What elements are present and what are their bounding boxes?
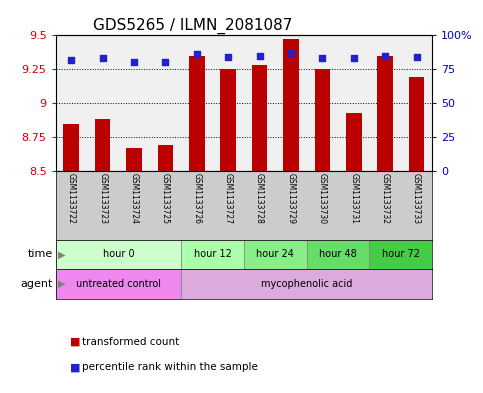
Text: time: time [28,250,53,259]
Text: hour 24: hour 24 [256,250,294,259]
Point [319,55,327,62]
Point [350,55,357,62]
Text: GSM1133723: GSM1133723 [98,173,107,224]
Text: ▶: ▶ [58,279,66,289]
Point [256,53,264,59]
Text: untreated control: untreated control [76,279,161,289]
Bar [189,56,205,171]
Text: GSM1133730: GSM1133730 [318,173,327,224]
Text: ▶: ▶ [58,250,66,259]
Text: hour 12: hour 12 [194,250,231,259]
Bar [181,269,432,299]
Text: GSM1133732: GSM1133732 [381,173,390,224]
Text: percentile rank within the sample: percentile rank within the sample [82,362,258,373]
Text: GSM1133724: GSM1133724 [129,173,139,224]
Bar [63,123,79,171]
Text: GSM1133725: GSM1133725 [161,173,170,224]
Point [224,54,232,60]
Bar [56,240,181,269]
Text: transformed count: transformed count [82,337,179,347]
Text: ■: ■ [70,362,81,373]
Bar [307,240,369,269]
Point [382,53,389,59]
Text: GSM1133731: GSM1133731 [349,173,358,224]
Bar [126,148,142,171]
Bar [95,119,111,171]
Bar [377,56,393,171]
Text: GSM1133728: GSM1133728 [255,173,264,224]
Text: hour 48: hour 48 [319,250,357,259]
Bar [220,69,236,171]
Text: ■: ■ [70,337,81,347]
Text: agent: agent [21,279,53,289]
Bar [369,240,432,269]
Point [161,59,170,66]
Bar [409,77,425,171]
Bar [252,65,268,171]
Bar [181,240,244,269]
Text: GSM1133722: GSM1133722 [67,173,76,224]
Text: mycophenolic acid: mycophenolic acid [261,279,353,289]
Text: GSM1133733: GSM1133733 [412,173,421,224]
Point [412,54,420,60]
Point [68,57,75,63]
Text: GSM1133729: GSM1133729 [286,173,296,224]
Point [130,59,138,66]
Bar [56,269,181,299]
Point [287,50,295,56]
Point [193,51,201,57]
Text: GSM1133726: GSM1133726 [192,173,201,224]
Text: GDS5265 / ILMN_2081087: GDS5265 / ILMN_2081087 [93,18,293,34]
Point [99,55,107,62]
Bar [244,240,307,269]
Bar [157,145,173,171]
Bar [346,113,362,171]
Text: hour 0: hour 0 [102,250,134,259]
Bar [283,39,299,171]
Text: hour 72: hour 72 [382,250,420,259]
Bar [314,69,330,171]
Text: GSM1133727: GSM1133727 [224,173,233,224]
